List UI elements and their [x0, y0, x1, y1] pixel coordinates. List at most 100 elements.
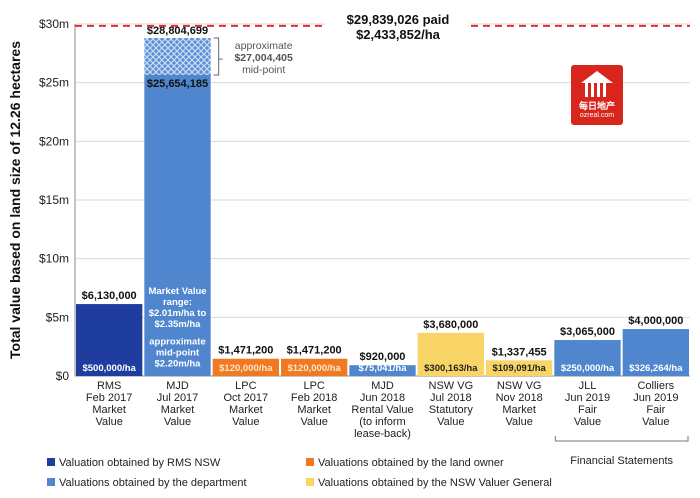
category-label: Jun 2019	[633, 392, 678, 404]
annotation-text: mid-point	[242, 64, 285, 76]
legend-label: Valuations obtained by the land owner	[318, 457, 504, 469]
annotation-text: $27,004,405	[234, 52, 293, 64]
per-ha-label: $326,264/ha	[629, 363, 683, 374]
category-label: Fair	[646, 404, 665, 416]
category-label: Jun 2019	[565, 392, 610, 404]
data-label: $1,471,200	[287, 345, 342, 357]
reference-label-bg	[326, 10, 470, 44]
legend-swatch	[47, 478, 55, 486]
bars	[76, 38, 689, 376]
ozreal-logo: 每日地产 ozreal.com	[571, 65, 623, 125]
category-label: Statutory	[429, 404, 474, 416]
legend-label: Valuation obtained by RMS NSW	[59, 457, 221, 469]
category-label: Jul 2018	[430, 392, 472, 404]
bar-labels: $6,130,000 $500,000/ha $28,804,699 $25,654,…	[82, 25, 684, 374]
bar-inner-text: mid-point	[156, 347, 200, 358]
category-label: Value	[506, 416, 533, 428]
category-label: NSW VG	[497, 380, 542, 392]
per-ha-label: $500,000/ha	[82, 363, 136, 374]
data-label: $3,065,000	[560, 326, 615, 338]
category-label: Feb 2018	[291, 392, 337, 404]
logo-chinese-text: 每日地产	[578, 101, 615, 111]
category-label: Nov 2018	[496, 392, 543, 404]
financial-statements-label: Financial Statements	[570, 455, 673, 467]
bar-inner-text: $2.35m/ha	[155, 319, 202, 330]
house-icon	[581, 71, 613, 83]
legend-swatch	[306, 458, 314, 466]
bar	[622, 329, 689, 376]
reference-label: $29,839,026 paid	[347, 12, 450, 27]
category-label: MJD	[166, 380, 189, 392]
data-label: $3,680,000	[423, 319, 478, 331]
category-label: Jul 2017	[157, 392, 199, 404]
category-label: Rental Value	[351, 404, 413, 416]
category-label: JLL	[579, 380, 597, 392]
data-label-lower: $25,654,185	[147, 78, 208, 90]
y-tick-label: $10m	[39, 252, 69, 266]
category-label: LPC	[235, 380, 256, 392]
per-ha-label: $300,163/ha	[424, 363, 478, 374]
bar	[554, 340, 621, 376]
category-label: lease-back)	[354, 428, 411, 440]
category-label: Colliers	[637, 380, 674, 392]
range-bracket	[213, 37, 223, 76]
bar-inner-text: Market Value	[148, 286, 206, 297]
category-label: Market	[92, 404, 126, 416]
reference-line-group: $29,839,026 paid$2,433,852/ha	[75, 10, 690, 44]
per-ha-label: $120,000/ha	[219, 363, 273, 374]
per-ha-label: $109,091/ha	[492, 363, 546, 374]
legend-swatch	[306, 478, 314, 486]
legend-swatch	[47, 458, 55, 466]
y-tick-label: $25m	[39, 76, 69, 90]
y-tick-label: $0	[56, 369, 70, 383]
bar-inner-text: range:	[163, 297, 192, 308]
category-label: Feb 2017	[86, 392, 132, 404]
bar	[349, 365, 416, 376]
legend-label: Valuations obtained by the department	[59, 477, 247, 489]
y-tick-label: $15m	[39, 193, 69, 207]
per-ha-label: $250,000/ha	[561, 363, 615, 374]
data-label: $6,130,000	[82, 290, 137, 302]
y-tick-label: $5m	[46, 310, 69, 324]
category-label: Market	[502, 404, 536, 416]
category-label: Value	[232, 416, 259, 428]
category-label: LPC	[303, 380, 324, 392]
category-label: (to inform	[359, 416, 405, 428]
bar	[76, 304, 143, 376]
bar-inner-text: $2.01m/ha to	[149, 308, 207, 319]
category-label: Jun 2018	[360, 392, 405, 404]
reference-label: $2,433,852/ha	[356, 27, 441, 42]
data-label: $1,337,455	[492, 346, 547, 358]
category-label: RMS	[97, 380, 121, 392]
legend: Valuation obtained by RMS NSW Valuations …	[47, 457, 552, 489]
financial-statements-bracket	[554, 436, 689, 442]
category-label: NSW VG	[429, 380, 474, 392]
category-label: Value	[164, 416, 191, 428]
category-label: Value	[96, 416, 123, 428]
data-label: $920,000	[360, 351, 406, 363]
data-label: $1,471,200	[218, 345, 273, 357]
annotation-text: approximate	[235, 40, 293, 52]
per-ha-label: $75,041/ha	[358, 363, 407, 374]
category-label: Market	[161, 404, 195, 416]
data-label: $28,804,699	[147, 25, 208, 37]
logo-url-text: ozreal.com	[579, 112, 615, 119]
bar-range-segment	[144, 38, 211, 75]
category-label: Market	[297, 404, 331, 416]
y-tick-label: $20m	[39, 134, 69, 148]
bar	[212, 358, 279, 376]
legend-label: Valuations obtained by the NSW Valuer Ge…	[318, 477, 552, 489]
category-label: MJD	[371, 380, 394, 392]
y-axis-title: Total value based on land size of 12.26 …	[7, 41, 23, 359]
per-ha-label: $120,000/ha	[287, 363, 341, 374]
category-label: Value	[574, 416, 601, 428]
bar-inner-text: approximate	[149, 336, 206, 347]
bar	[486, 360, 553, 376]
y-tick-label: $30m	[39, 17, 69, 31]
category-label: Market	[229, 404, 263, 416]
bar-inner-text: $2.20m/ha	[155, 358, 202, 369]
category-label: Value	[437, 416, 464, 428]
data-label: $4,000,000	[628, 315, 683, 327]
